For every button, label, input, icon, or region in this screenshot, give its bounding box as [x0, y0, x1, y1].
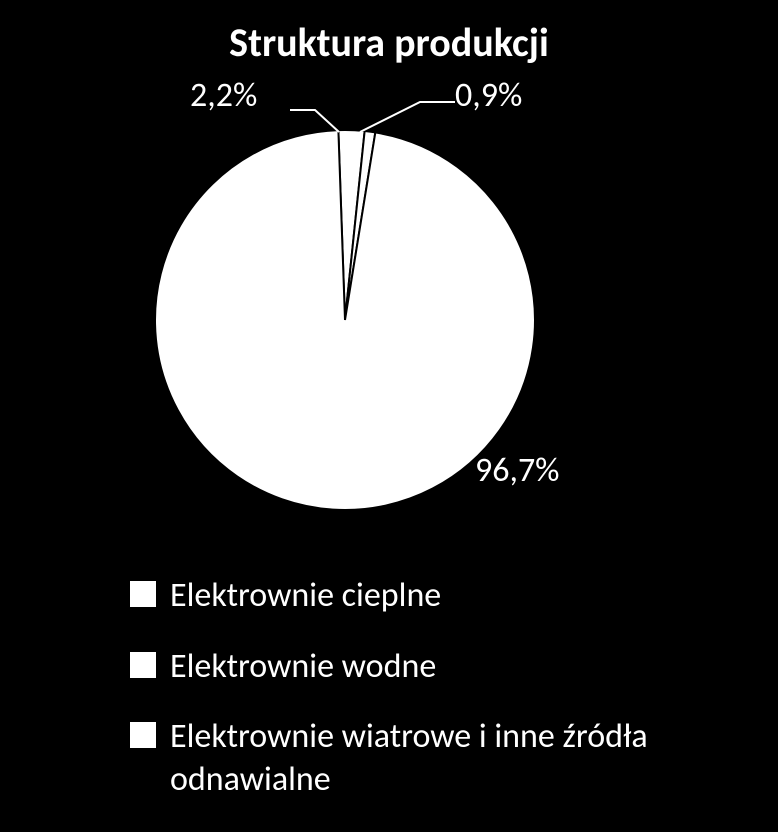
- legend-marker: [130, 652, 156, 678]
- legend: Elektrownie cieplne Elektrownie wodne Elek…: [130, 575, 670, 829]
- chart-container: Struktura produkcji 2,2%0,9%96,7% Elektr…: [0, 0, 778, 832]
- legend-item: Elektrownie cieplne: [130, 575, 670, 618]
- legend-label: Elektrownie wiatrowe i inne źródła odnaw…: [170, 716, 670, 801]
- legend-item: Elektrownie wodne: [130, 646, 670, 689]
- legend-label: Elektrownie wodne: [170, 646, 436, 689]
- data-label: 96,7%: [475, 450, 560, 491]
- legend-marker: [130, 581, 156, 607]
- legend-item: Elektrownie wiatrowe i inne źródła odnaw…: [130, 716, 670, 801]
- data-label: 0,9%: [455, 75, 522, 116]
- legend-label: Elektrownie cieplne: [170, 575, 441, 618]
- leader-line: [290, 110, 339, 132]
- data-label: 2,2%: [190, 75, 257, 116]
- leader-line: [360, 102, 455, 132]
- legend-marker: [130, 722, 156, 748]
